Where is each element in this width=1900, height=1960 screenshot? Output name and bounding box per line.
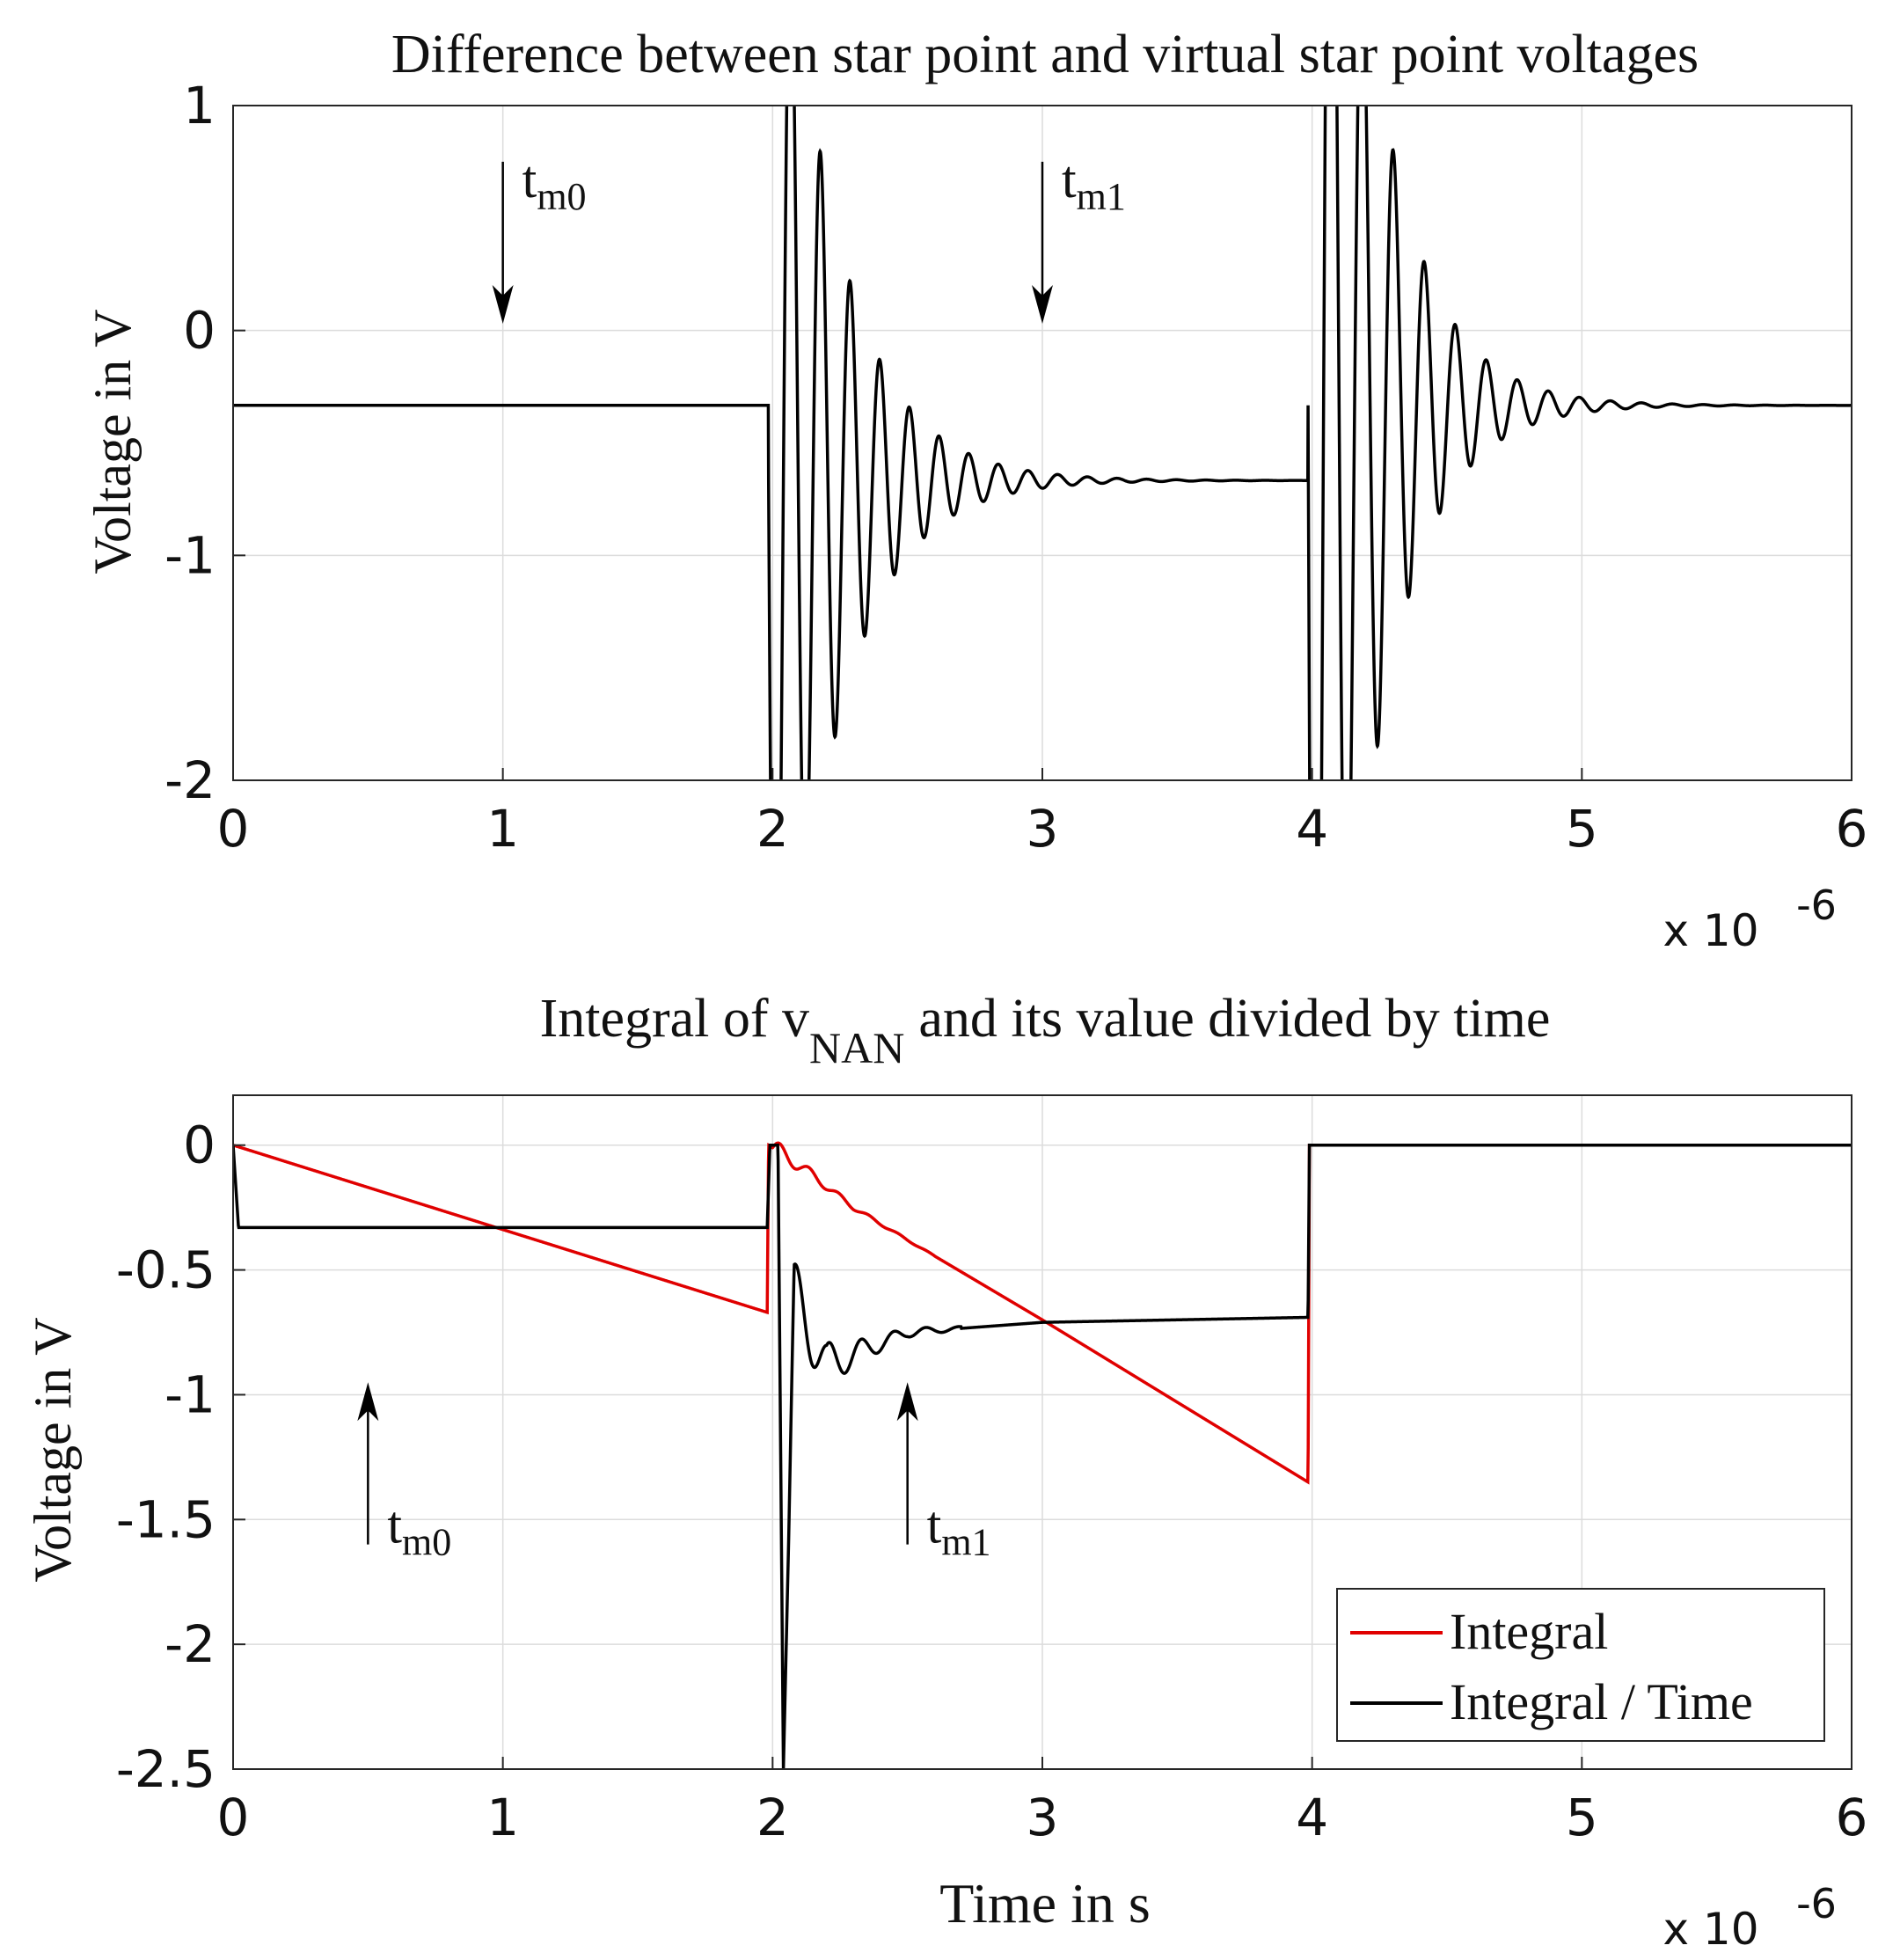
top-xtick-label-0: 0	[217, 799, 250, 859]
bottom-xtick-label-6: 6	[1836, 1788, 1868, 1847]
top-annotation-label-0: tm0	[522, 150, 587, 218]
bottom-xtick-label-1: 1	[486, 1788, 519, 1847]
top-annotation-arrow-head-1	[1032, 284, 1053, 324]
bottom-chart-legend: Integral Integral / Time	[1336, 1588, 1825, 1742]
bottom-chart-ticks: 0 1 2 3 4 5 6 -2.5 -2 -1.5 -1 -0.5 0	[116, 1115, 1868, 1847]
top-chart-ticks: 0 1 2 3 4 5 6 -2 -1 0 1	[164, 76, 1867, 859]
bottom-ytick-label-3: -1	[164, 1364, 216, 1424]
bottom-chart-title: Integral of vNAN and its value divided by…	[540, 989, 1551, 1072]
bottom-chart-x-exponent: x 10 -6	[1662, 1880, 1836, 1955]
bottom-xtick-label-0: 0	[217, 1788, 250, 1847]
top-xtick-label-3: 3	[1027, 799, 1059, 859]
top-chart-plot-area	[233, 106, 1852, 780]
bottom-chart: Integral of vNAN and its value divided by…	[24, 989, 1867, 1955]
bottom-ytick-label-4: -0.5	[116, 1240, 216, 1300]
top-chart-x-exponent: x 10 -6	[1662, 881, 1836, 956]
legend-label-integral: Integral	[1450, 1603, 1608, 1660]
top-chart: Difference between star point and virtua…	[84, 25, 1867, 956]
bottom-xtick-label-3: 3	[1027, 1788, 1059, 1847]
top-xtick-label-2: 2	[756, 799, 789, 859]
top-x-exponent-base: x 10	[1662, 905, 1758, 956]
top-chart-title: Difference between star point and virtua…	[391, 25, 1699, 84]
bottom-chart-xlabel: Time in s	[939, 1872, 1151, 1934]
bottom-xtick-label-4: 4	[1296, 1788, 1328, 1847]
bottom-annotation-arrow-head-1	[896, 1382, 918, 1422]
bottom-x-exponent-base: x 10	[1662, 1904, 1758, 1955]
legend-box	[1336, 1588, 1825, 1742]
bottom-annotation-label-0: tm0	[387, 1496, 451, 1564]
bottom-annotation-arrow-head-0	[357, 1382, 379, 1422]
bottom-series-integral-time	[233, 1143, 1852, 1769]
bottom-annotation-label-1: tm1	[927, 1496, 991, 1564]
top-xtick-label-4: 4	[1296, 799, 1328, 859]
legend-entry-integral: Integral	[1350, 1603, 1608, 1660]
top-xtick-label-5: 5	[1566, 799, 1598, 859]
legend-label-integral-time: Integral / Time	[1450, 1673, 1753, 1730]
top-ytick-label-0: -2	[164, 750, 216, 810]
bottom-title-subscript: NAN	[809, 1023, 904, 1072]
bottom-ytick-label-5: 0	[183, 1115, 216, 1175]
bottom-x-exponent-power: -6	[1796, 1880, 1837, 1927]
top-xtick-label-6: 6	[1836, 799, 1868, 859]
top-ytick-label-2: 0	[183, 301, 216, 361]
bottom-chart-annotations: tm0 tm1	[357, 1382, 991, 1564]
top-annotation-arrow-head-0	[492, 284, 514, 324]
top-xtick-label-1: 1	[486, 799, 519, 859]
bottom-xtick-label-5: 5	[1566, 1788, 1598, 1847]
top-x-exponent-power: -6	[1796, 881, 1837, 929]
bottom-chart-plot-area	[233, 1141, 1852, 1769]
bottom-title-suffix: and its value divided by time	[918, 989, 1550, 1049]
bottom-title-prefix: Integral of v	[540, 989, 809, 1049]
top-annotation-label-1: tm1	[1062, 150, 1126, 218]
top-ytick-label-1: -1	[164, 525, 216, 585]
bottom-ytick-label-1: -2	[164, 1614, 216, 1674]
bottom-chart-ylabel: Voltage in V	[24, 1317, 82, 1582]
top-ytick-label-3: 1	[183, 76, 216, 135]
top-chart-annotations: tm0 tm1	[492, 150, 1126, 324]
bottom-xtick-label-2: 2	[756, 1788, 789, 1847]
top-chart-ylabel: Voltage in V	[84, 309, 142, 574]
legend-entry-integral-time: Integral / Time	[1350, 1673, 1753, 1730]
bottom-ytick-label-2: -1.5	[116, 1489, 216, 1549]
bottom-ytick-label-0: -2.5	[116, 1739, 216, 1799]
top-series-vnan	[233, 106, 1852, 780]
